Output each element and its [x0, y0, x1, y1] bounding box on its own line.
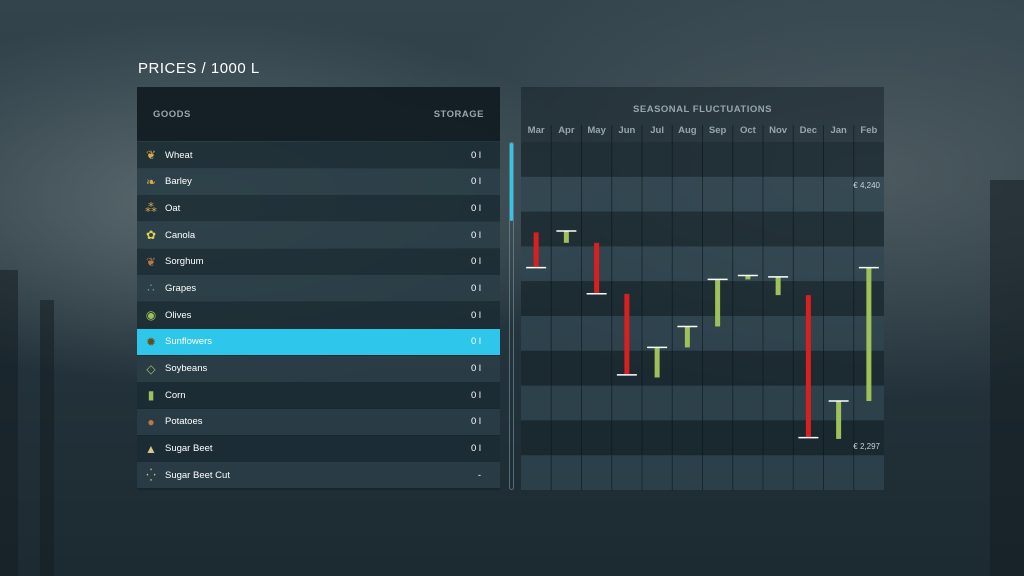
goods-row-sugar-beet-cut[interactable]: ⁛ Sugar Beet Cut - — [137, 462, 500, 489]
sorghum-icon: ❦ — [145, 254, 157, 269]
fluctuation-bar — [775, 276, 781, 296]
seasonal-fluctuations-chart: SEASONAL FLUCTUATIONS Mar Apr May Jun Jul Aug… — [521, 87, 884, 490]
page-title: PRICES / 1000 L — [138, 60, 260, 77]
goods-row-name: Sugar Beet Cut — [165, 469, 230, 481]
month-label: Jan — [830, 125, 847, 136]
month-label: Aug — [678, 125, 697, 136]
oat-icon: ⁂ — [145, 201, 157, 216]
fluctuation-bar — [805, 295, 811, 438]
goods-row-name: Soybeans — [165, 363, 208, 374]
fluctuation-bar — [866, 267, 872, 402]
chart-plot: Mar Apr May Jun Jul Aug Sep Oct Nov Dec Jan Feb € 4,… — [521, 125, 884, 490]
olives-icon: ◉ — [145, 308, 157, 323]
goods-row-storage: 0 l — [470, 282, 481, 294]
goods-row-sunflowers[interactable]: ✹ Sunflowers 0 l — [137, 328, 500, 355]
goods-row-name: Barley — [165, 176, 192, 188]
goods-row-storage: 0 l — [470, 176, 481, 188]
goods-row-oat[interactable]: ⁂ Oat 0 l — [137, 195, 500, 222]
fluctuation-bar — [624, 293, 630, 375]
goods-row-name: Oat — [165, 202, 181, 214]
month-label: Jul — [650, 125, 664, 136]
goods-row-storage: 0 l — [470, 149, 481, 161]
goods-row-name: Canola — [165, 229, 196, 241]
wheat-icon: ❦ — [145, 148, 157, 162]
fluctuation-bar — [654, 347, 660, 378]
barley-icon: ❧ — [145, 174, 157, 189]
fluctuation-bar — [533, 232, 539, 268]
goods-row-storage: 0 l — [470, 256, 481, 268]
storage-column-header: STORAGE — [433, 109, 484, 120]
goods-row-soybeans[interactable]: ◇ Soybeans 0 l — [137, 355, 500, 382]
goods-row-sugar-beet[interactable]: ▲ Sugar Beet 0 l — [137, 435, 500, 462]
fluctuation-bar — [715, 279, 721, 327]
goods-row-storage: 0 l — [470, 363, 481, 374]
goods-row-storage: 0 l — [470, 309, 481, 321]
goods-row-storage: 0 l — [470, 443, 481, 455]
background-post — [990, 180, 1024, 576]
fluctuation-bar — [594, 242, 600, 294]
goods-row-sorghum[interactable]: ❦ Sorghum 0 l — [137, 248, 500, 275]
sugar-beet-icon: ▲ — [145, 441, 157, 456]
goods-row-storage: 0 l — [470, 202, 481, 214]
goods-row-potatoes[interactable]: ● Potatoes 0 l — [137, 408, 500, 435]
goods-list: ❦ Wheat 0 l ❧ Barley 0 l ⁂ Oat 0 l ✿ Can… — [137, 142, 500, 489]
fluctuation-bar — [684, 326, 690, 348]
goods-row-name: Potatoes — [165, 416, 203, 428]
goods-row-storage: - — [477, 469, 481, 481]
sugar-beet-cut-icon: ⁛ — [146, 468, 156, 483]
goods-row-grapes[interactable]: ∴ Grapes 0 l — [137, 275, 500, 302]
month-label: Nov — [769, 125, 788, 136]
goods-row-name: Sunflowers — [165, 336, 212, 348]
goods-row-corn[interactable]: ▮ Corn 0 l — [137, 382, 500, 409]
goods-row-wheat[interactable]: ❦ Wheat 0 l — [137, 142, 500, 168]
goods-row-name: Corn — [165, 389, 186, 401]
canola-icon: ✿ — [145, 228, 157, 243]
goods-row-name: Sugar Beet — [165, 443, 213, 455]
month-label: Apr — [558, 125, 575, 136]
fluctuation-bar — [563, 231, 569, 243]
month-label: Sep — [709, 125, 727, 136]
chart-title: SEASONAL FLUCTUATIONS — [633, 104, 772, 115]
potato-icon: ● — [147, 414, 155, 429]
min-price-label: € 2,297 — [853, 442, 880, 451]
goods-row-storage: 0 l — [470, 336, 481, 348]
goods-row-name: Sorghum — [165, 256, 204, 268]
goods-row-name: Wheat — [165, 149, 193, 161]
month-label: Oct — [740, 125, 757, 136]
goods-panel: GOODS STORAGE ❦ Wheat 0 l ❧ Barley 0 l ⁂… — [137, 87, 500, 490]
fluctuation-bar — [836, 401, 842, 439]
max-price-label: € 4,240 — [853, 181, 880, 190]
goods-row-name: Olives — [165, 309, 192, 321]
soybeans-icon: ◇ — [146, 361, 156, 376]
corn-icon: ▮ — [147, 388, 155, 403]
grapes-icon: ∴ — [147, 281, 155, 296]
month-label: May — [587, 125, 606, 136]
goods-row-name: Grapes — [165, 282, 197, 294]
month-label: Mar — [528, 125, 545, 136]
goods-row-canola[interactable]: ✿ Canola 0 l — [137, 222, 500, 249]
goods-column-header: GOODS — [153, 109, 191, 120]
goods-row-olives[interactable]: ◉ Olives 0 l — [137, 302, 500, 329]
month-label: Feb — [860, 125, 877, 136]
goods-list-scrollbar[interactable] — [509, 142, 514, 490]
goods-row-storage: 0 l — [470, 416, 481, 428]
month-label: Dec — [800, 125, 817, 136]
goods-row-storage: 0 l — [470, 229, 481, 241]
goods-row-storage: 0 l — [470, 389, 481, 401]
fluctuation-bar — [745, 275, 751, 280]
goods-row-barley[interactable]: ❧ Barley 0 l — [137, 168, 500, 195]
month-label: Jun — [618, 125, 635, 136]
sunflower-icon: ✹ — [145, 334, 157, 349]
scrollbar-thumb[interactable] — [510, 143, 513, 221]
background-post — [40, 300, 54, 576]
background-post — [0, 270, 18, 576]
goods-table-header: GOODS STORAGE — [137, 87, 500, 141]
